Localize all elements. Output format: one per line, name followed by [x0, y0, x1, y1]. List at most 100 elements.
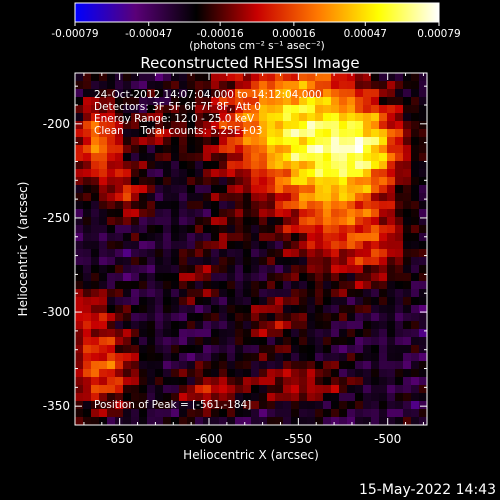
heatmap-cell	[307, 353, 316, 362]
heatmap-cell	[83, 113, 92, 122]
heatmap-cell	[283, 217, 292, 226]
heatmap-cell	[395, 345, 404, 354]
heatmap-cell	[323, 257, 332, 266]
heatmap-cell	[107, 401, 116, 410]
heatmap-cell	[411, 337, 420, 346]
heatmap-cell	[91, 201, 100, 210]
heatmap-cell	[227, 169, 236, 178]
heatmap-cell	[411, 193, 420, 202]
heatmap-cell	[387, 385, 396, 394]
heatmap-cell	[403, 209, 412, 218]
heatmap-cell	[91, 265, 100, 274]
heatmap-cell	[323, 289, 332, 298]
heatmap-cell	[83, 89, 92, 98]
heatmap-cell	[99, 313, 108, 322]
heatmap-cell	[363, 129, 372, 138]
heatmap-cell	[371, 305, 380, 314]
heatmap-cell	[235, 193, 244, 202]
heatmap-cell	[291, 313, 300, 322]
heatmap-cell	[307, 113, 316, 122]
heatmap-cell	[195, 201, 204, 210]
heatmap-cell	[83, 97, 92, 106]
heatmap-cell	[211, 377, 220, 386]
heatmap-cell	[275, 161, 284, 170]
heatmap-cell	[251, 289, 260, 298]
heatmap-cell	[323, 417, 332, 425]
heatmap-cell	[291, 105, 300, 114]
heatmap-cell	[83, 345, 92, 354]
heatmap-cell	[323, 265, 332, 274]
heatmap-cell	[211, 209, 220, 218]
heatmap-cell	[363, 105, 372, 114]
heatmap-cell	[83, 273, 92, 282]
heatmap-cell	[275, 281, 284, 290]
heatmap-cell	[187, 145, 196, 154]
heatmap-cell	[163, 177, 172, 186]
heatmap-cell	[267, 193, 276, 202]
heatmap-cell	[179, 105, 188, 114]
heatmap-cell	[267, 265, 276, 274]
heatmap-cell	[195, 129, 204, 138]
heatmap-cell	[299, 353, 308, 362]
heatmap-cell	[219, 185, 228, 194]
heatmap-cell	[363, 161, 372, 170]
heatmap-cell	[411, 369, 420, 378]
heatmap-cell	[379, 249, 388, 258]
heatmap-cell	[291, 329, 300, 338]
heatmap-cell	[147, 217, 156, 226]
heatmap-cell	[259, 169, 268, 178]
heatmap-cell	[259, 201, 268, 210]
heatmap-cell	[291, 361, 300, 370]
heatmap-cell	[219, 169, 228, 178]
heatmap-cell	[355, 137, 364, 146]
heatmap-cell	[195, 153, 204, 162]
heatmap-cell	[155, 121, 164, 130]
heatmap-cell	[155, 113, 164, 122]
heatmap-cell	[195, 305, 204, 314]
heatmap-cell	[179, 129, 188, 138]
heatmap-cell	[379, 361, 388, 370]
heatmap-cell	[187, 337, 196, 346]
heatmap-cell	[75, 297, 84, 306]
heatmap-cell	[275, 249, 284, 258]
heatmap-cell	[187, 313, 196, 322]
heatmap-cell	[211, 233, 220, 242]
heatmap-cell	[259, 353, 268, 362]
heatmap-cell	[163, 233, 172, 242]
heatmap-cell	[83, 153, 92, 162]
heatmap-cell	[131, 257, 140, 266]
heatmap-cell	[203, 337, 212, 346]
heatmap-cell	[267, 217, 276, 226]
heatmap-cell	[403, 369, 412, 378]
heatmap-cell	[243, 129, 252, 138]
heatmap-cell	[187, 241, 196, 250]
heatmap-cell	[83, 377, 92, 386]
heatmap-cell	[275, 97, 284, 106]
heatmap-cell	[155, 265, 164, 274]
heatmap-cell	[211, 385, 220, 394]
heatmap-cell	[147, 257, 156, 266]
heatmap-cell	[115, 305, 124, 314]
heatmap-cell	[395, 233, 404, 242]
heatmap-cell	[331, 305, 340, 314]
heatmap-cell	[299, 385, 308, 394]
annotation-time-range: 24-Oct-2012 14:07:04.000 to 14:12:04.000	[94, 89, 322, 101]
heatmap-cell	[219, 161, 228, 170]
heatmap-cell	[195, 233, 204, 242]
heatmap-cell	[107, 313, 116, 322]
heatmap-cell	[179, 401, 188, 410]
heatmap-cell	[275, 377, 284, 386]
heatmap-cell	[347, 313, 356, 322]
heatmap-cell	[107, 257, 116, 266]
heatmap-cell	[187, 97, 196, 106]
heatmap-cell	[123, 377, 132, 386]
heatmap-cell	[395, 137, 404, 146]
heatmap-cell	[107, 161, 116, 170]
heatmap-cell	[203, 153, 212, 162]
y-tick-label: -250	[43, 211, 70, 225]
heatmap-cell	[411, 401, 420, 410]
heatmap-cell	[275, 201, 284, 210]
heatmap-cell	[203, 113, 212, 122]
heatmap-cell	[371, 129, 380, 138]
heatmap-cell	[91, 353, 100, 362]
